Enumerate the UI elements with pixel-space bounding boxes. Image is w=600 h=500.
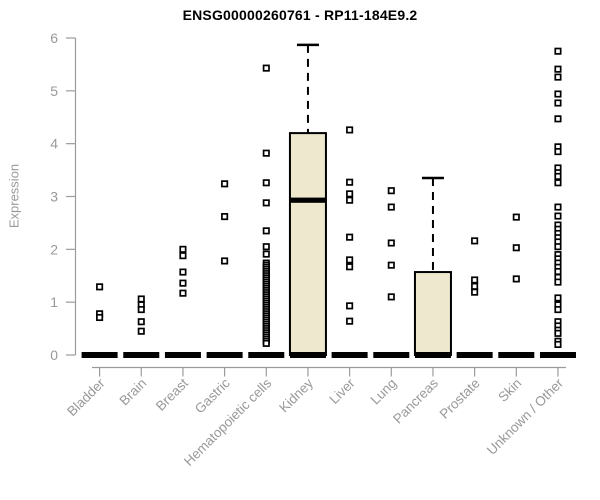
x-category-label: Kidney (276, 375, 316, 415)
outlier-point (512, 275, 520, 283)
outlier-point (137, 306, 145, 314)
zero-bar (81, 352, 118, 358)
zero-bar (331, 352, 368, 358)
outlier-point (262, 149, 270, 157)
y-tick-label: 2 (50, 241, 58, 257)
outlier-point (512, 213, 520, 221)
outlier-point (471, 282, 479, 290)
zero-bar (206, 352, 243, 358)
box (288, 132, 327, 356)
x-category-label: Pancreas (390, 375, 441, 426)
outlier-point (554, 203, 562, 211)
outlier-point (554, 148, 562, 156)
outlier-point (137, 318, 145, 326)
y-tick-label: 1 (50, 294, 58, 310)
zero-bar (123, 352, 160, 358)
x-category-label: Unknown / Other (484, 375, 567, 458)
outlier-point (554, 90, 562, 98)
outlier-point (179, 289, 187, 297)
outlier-point (262, 339, 270, 347)
x-category-label: Lung (368, 376, 400, 408)
outlier-point (346, 126, 354, 134)
x-category-label: Skin (495, 376, 524, 405)
outlier-point (179, 279, 187, 287)
outlier-point (471, 288, 479, 296)
median-line (289, 197, 326, 203)
outlier-point (554, 329, 562, 337)
outlier-point (554, 278, 562, 286)
zero-bar (498, 352, 535, 358)
outlier-point (554, 47, 562, 55)
outlier-point (179, 252, 187, 260)
y-tick-label: 5 (50, 83, 58, 99)
outlier-point (346, 317, 354, 325)
zero-bar (248, 352, 285, 358)
x-category-label: Prostate (437, 376, 483, 422)
outlier-point (346, 233, 354, 241)
outlier-point (554, 212, 562, 220)
outlier-point (346, 263, 354, 271)
outlier-point (554, 172, 562, 180)
outlier-point (179, 245, 187, 253)
outlier-point (137, 327, 145, 335)
outlier-point (221, 213, 229, 221)
x-category-label: Breast (153, 375, 191, 413)
outlier-point (554, 340, 562, 348)
y-tick-label: 4 (50, 136, 58, 152)
y-tick-label: 6 (50, 30, 58, 46)
x-category-label: Bladder (64, 375, 108, 419)
box (413, 271, 452, 356)
outlier-point (346, 256, 354, 264)
zero-bar (414, 352, 451, 358)
zero-bar (164, 352, 201, 358)
outlier-point (262, 199, 270, 207)
zero-bar (289, 352, 326, 358)
outlier-point (262, 243, 270, 251)
outlier-point (471, 237, 479, 245)
zero-bar (373, 352, 410, 358)
outlier-point (262, 179, 270, 187)
outlier-point (179, 268, 187, 276)
y-tick-label: 0 (50, 347, 58, 363)
outlier-point (387, 239, 395, 247)
outlier-point (346, 302, 354, 310)
x-category-label: Liver (326, 375, 358, 407)
outlier-point (554, 243, 562, 251)
outlier-point (554, 267, 562, 276)
outlier-point (221, 257, 229, 265)
outlier-point (554, 99, 562, 107)
x-category-label: Brain (116, 376, 149, 409)
outlier-point (262, 250, 270, 258)
outlier-point (387, 261, 395, 269)
outlier-point (96, 313, 104, 322)
outlier-point (554, 294, 562, 302)
outlier-point (387, 293, 395, 301)
outlier-point (262, 64, 270, 72)
x-category-label: Gastric (192, 375, 233, 416)
y-tick-label: 3 (50, 189, 58, 205)
zero-bar (539, 352, 576, 358)
outlier-point (346, 190, 354, 198)
outlier-point (262, 227, 270, 235)
chart-title: ENSG00000260761 - RP11-184E9.2 (182, 7, 418, 23)
outlier-point (554, 73, 562, 81)
outlier-point (554, 306, 562, 314)
outlier-point (387, 203, 395, 211)
outlier-point (387, 187, 395, 195)
zero-bar (456, 352, 493, 358)
outlier-point (512, 244, 520, 252)
outlier-point (96, 283, 104, 291)
outlier-point (221, 180, 229, 188)
outlier-point (471, 276, 479, 284)
outlier-point (554, 115, 562, 123)
outlier-point (346, 178, 354, 186)
outlier-point (346, 196, 354, 204)
outlier-point (554, 65, 562, 73)
outlier-point (137, 295, 145, 303)
outlier-point (554, 179, 562, 187)
